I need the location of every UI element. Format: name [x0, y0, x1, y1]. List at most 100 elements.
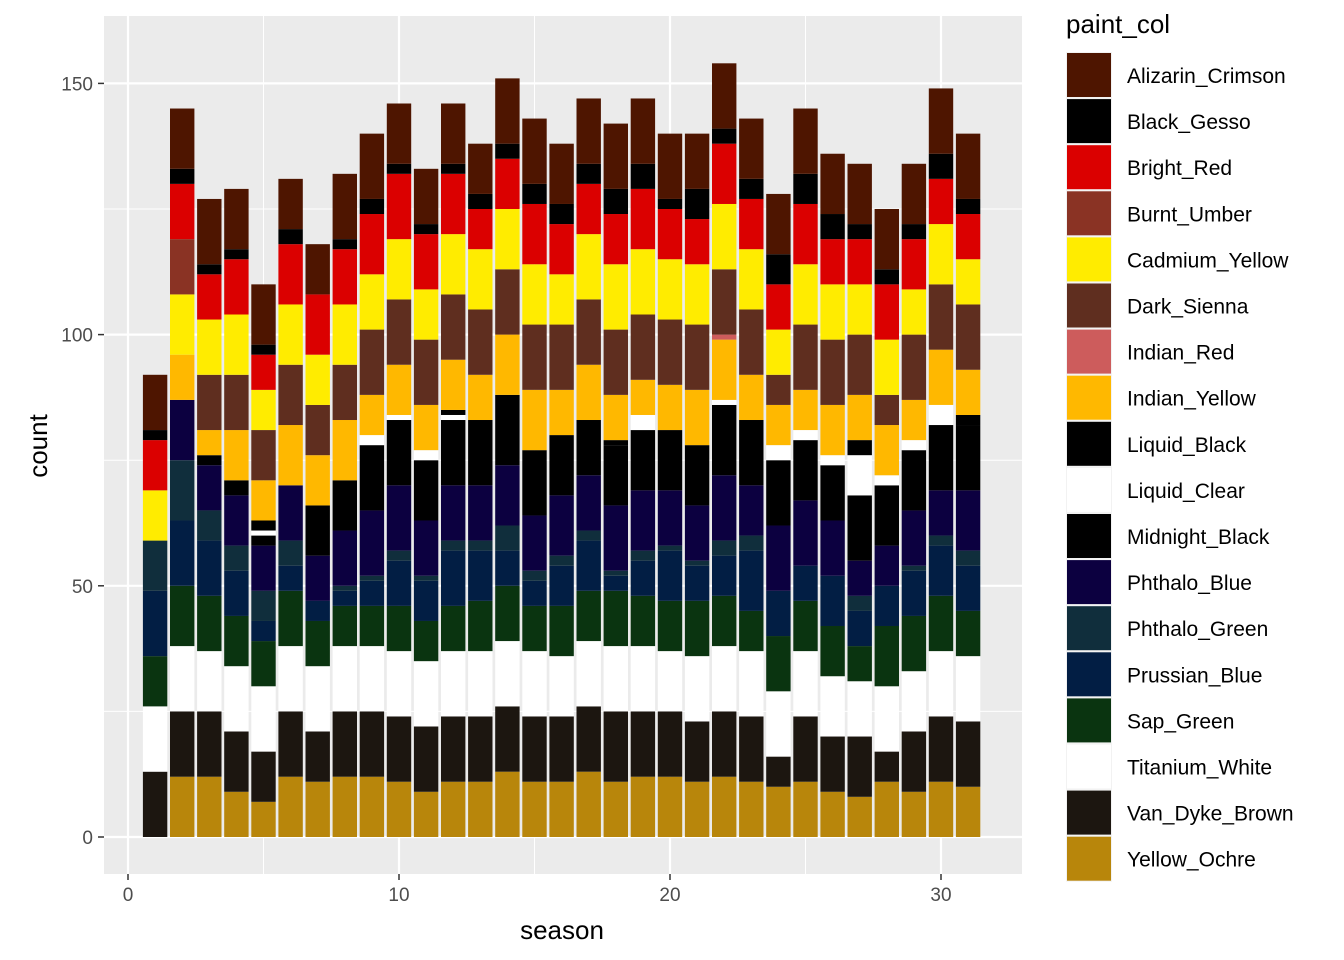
bar-segment-yellow-ochre	[359, 776, 385, 837]
legend-label: Liquid_Clear	[1127, 480, 1245, 503]
bar-segment-titanium-white	[332, 646, 357, 712]
bar-segment-van-dyke-brown	[766, 756, 791, 787]
bar-segment-black-gesso	[332, 239, 357, 250]
bar-segment-yellow-ochre	[739, 781, 764, 837]
bar-segment-cadmium-yellow	[170, 294, 195, 355]
bar-segment-phthalo-green	[386, 550, 412, 561]
bar-segment-dark-sienna	[495, 269, 520, 335]
bar-segment-titanium-white	[820, 676, 845, 737]
bar-segment-sap-green	[793, 600, 818, 652]
bar-segment-black-gesso	[278, 229, 303, 245]
bar-segment-alizarin-crimson	[305, 244, 330, 295]
bar-segment-phthalo-blue	[224, 495, 249, 546]
legend-key-sap-green	[1067, 698, 1111, 743]
bar-segment-cadmium-yellow	[928, 224, 954, 285]
bar-segment-phthalo-green	[739, 535, 764, 551]
bar-segment-prussian-blue	[603, 575, 628, 591]
bar-segment-van-dyke-brown	[197, 711, 222, 777]
bar-segment-black-gesso	[197, 264, 222, 275]
bar-segment-indian-red	[712, 334, 737, 340]
legend-label: Cadmium_Yellow	[1127, 249, 1289, 272]
bar-segment-prussian-blue	[278, 565, 303, 591]
legend-label: Phthalo_Blue	[1127, 572, 1252, 595]
bar-segment-titanium-white	[413, 661, 439, 727]
bar-segment-sap-green	[630, 595, 656, 647]
bar-segment-prussian-blue	[495, 550, 520, 586]
bar-segment-yellow-ochre	[657, 776, 683, 837]
bar-segment-prussian-blue	[712, 555, 737, 596]
bar-segment-cadmium-yellow	[739, 249, 764, 310]
bar-segment-van-dyke-brown	[305, 731, 330, 782]
bar-segment-indian-yellow	[657, 384, 683, 431]
bar-segment-bright-red	[197, 274, 222, 320]
bar-segment-dark-sienna	[197, 374, 222, 431]
bar-segment-alizarin-crimson	[224, 188, 249, 250]
bar-segment-yellow-ochre	[576, 771, 601, 837]
bar-segment-sap-green	[901, 615, 927, 672]
bar-segment-phthalo-green	[684, 560, 710, 566]
bar-segment-titanium-white	[170, 646, 195, 712]
legend-key-indian-red	[1067, 329, 1111, 374]
bar-segment-midnight-black	[251, 535, 276, 546]
bar-segment-black-gesso	[441, 163, 466, 174]
bar-segment-dark-sienna	[766, 374, 791, 405]
bar-segment-alizarin-crimson	[576, 98, 601, 164]
bar-segment-sap-green	[359, 605, 385, 647]
bar-segment-dark-sienna	[386, 299, 412, 365]
legend-label: Black_Gesso	[1127, 111, 1251, 134]
bar-segment-phthalo-blue	[359, 510, 385, 576]
bar-segment-phthalo-green	[549, 555, 574, 566]
bar-segment-van-dyke-brown	[603, 711, 628, 782]
bar-segment-prussian-blue	[413, 580, 439, 621]
bar-segment-black-gesso	[522, 183, 547, 204]
bar-segment-black-gesso	[468, 193, 493, 209]
bar-segment-black-gesso	[847, 224, 872, 240]
bar-segment-yellow-ochre	[413, 791, 439, 837]
bar-segment-prussian-blue	[901, 570, 927, 616]
bar-segment-phthalo-blue	[170, 399, 195, 461]
bar-segment-phthalo-blue	[739, 485, 764, 536]
bar-segment-black-gesso	[766, 254, 791, 285]
bar-segment-van-dyke-brown	[495, 706, 520, 772]
legend-label: Phthalo_Green	[1127, 618, 1268, 641]
bar-segment-sap-green	[413, 620, 439, 662]
bar-segment-titanium-white	[847, 681, 872, 737]
bar-segment-cadmium-yellow	[874, 339, 899, 395]
bar-segment-phthalo-blue	[197, 465, 222, 511]
bar-segment-alizarin-crimson	[847, 163, 872, 225]
bar-segment-phthalo-green	[847, 595, 872, 611]
bar-segment-titanium-white	[684, 656, 710, 722]
bar-segment-indian-yellow	[170, 354, 195, 400]
bar-segment-van-dyke-brown	[712, 711, 737, 777]
bar-segment-sap-green	[332, 605, 357, 647]
bar-segment-cadmium-yellow	[305, 354, 330, 405]
bar-segment-van-dyke-brown	[684, 721, 710, 782]
bar-segment-bright-red	[901, 239, 927, 290]
bar-segment-titanium-white	[657, 651, 683, 712]
bar-segment-liquid-clear	[847, 455, 872, 496]
bar-segment-liquid-clear	[359, 435, 385, 446]
bar-segment-van-dyke-brown	[441, 716, 466, 782]
bar-segment-alizarin-crimson	[386, 103, 412, 164]
bar-segment-cadmium-yellow	[522, 264, 547, 325]
bar-segment-titanium-white	[793, 651, 818, 717]
legend-key-liquid-black	[1067, 421, 1111, 466]
bar-segment-black-gesso	[684, 188, 710, 220]
bar-segment-bright-red	[928, 178, 954, 225]
bar-segment-dark-sienna	[901, 334, 927, 400]
bar-segment-van-dyke-brown	[928, 716, 954, 782]
bar-segment-van-dyke-brown	[739, 716, 764, 782]
bar-segment-black-gesso	[495, 143, 520, 159]
bar-segment-titanium-white	[251, 686, 276, 752]
bar-segment-phthalo-blue	[874, 545, 899, 586]
legend-label: Indian_Yellow	[1127, 388, 1257, 411]
bar-segment-bright-red	[386, 173, 412, 240]
y-axis-title: count	[23, 413, 53, 477]
bar-segment-phthalo-blue	[278, 485, 303, 541]
bar-segment-van-dyke-brown	[332, 711, 357, 777]
bar-segment-alizarin-crimson	[332, 173, 357, 240]
bar-segment-prussian-blue	[305, 600, 330, 621]
legend-label: Burnt_Umber	[1127, 203, 1252, 226]
bar-segment-indian-yellow	[712, 339, 737, 400]
bar-segment-black-gesso	[142, 430, 168, 441]
